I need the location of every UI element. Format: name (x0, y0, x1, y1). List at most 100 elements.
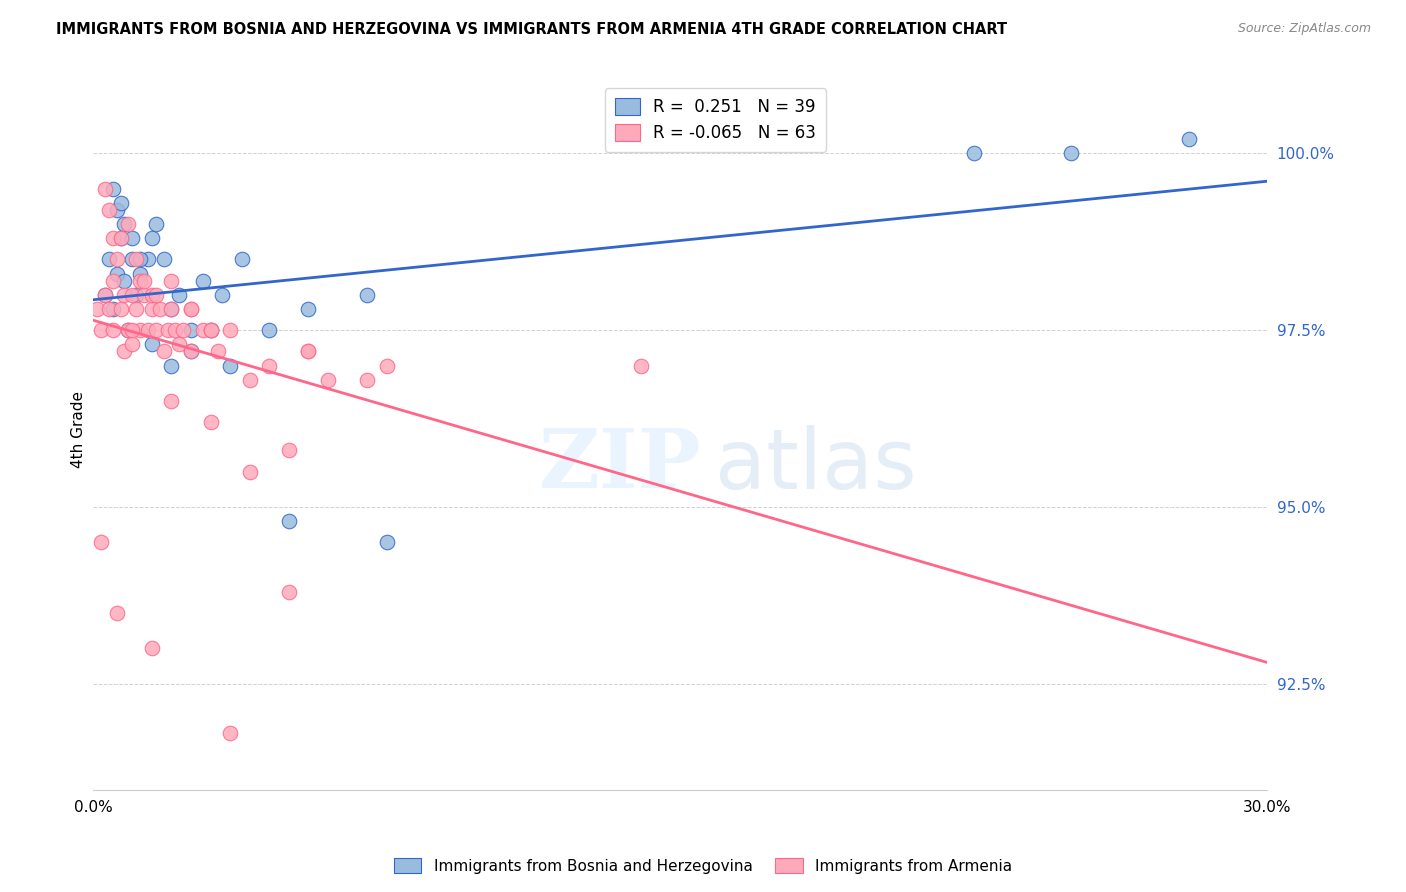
Point (259, 323, 281, 337)
Point (125, 288, 148, 302)
Point (375, 535, 398, 549)
Point (90, 323, 112, 337)
Point (191, 274, 214, 288)
Point (121, 323, 143, 337)
Point (101, 323, 124, 337)
Point (152, 344, 174, 359)
Point (129, 267, 152, 281)
Point (141, 337, 163, 351)
Point (141, 231, 163, 245)
Point (105, 606, 128, 620)
Y-axis label: 4th Grade: 4th Grade (72, 391, 86, 467)
Point (132, 288, 155, 302)
Point (152, 252, 174, 267)
Text: Source: ZipAtlas.com: Source: ZipAtlas.com (1237, 22, 1371, 36)
Point (316, 373, 339, 387)
Point (630, 359, 652, 373)
Point (121, 288, 143, 302)
Point (165, 323, 187, 337)
Point (169, 337, 191, 351)
Point (101, 231, 124, 245)
Point (94, 288, 117, 302)
Point (200, 415, 222, 429)
Point (90, 535, 112, 549)
Point (97, 202, 120, 217)
Point (277, 443, 299, 458)
Point (259, 359, 281, 373)
Point (277, 584, 299, 599)
Point (94, 288, 117, 302)
Point (86, 301, 108, 316)
Point (1060, 146, 1083, 161)
Point (141, 301, 163, 316)
Point (160, 393, 183, 408)
Point (200, 323, 222, 337)
Text: IMMIGRANTS FROM BOSNIA AND HERZEGOVINA VS IMMIGRANTS FROM ARMENIA 4TH GRADE CORR: IMMIGRANTS FROM BOSNIA AND HERZEGOVINA V… (56, 22, 1007, 37)
Point (101, 274, 124, 288)
Point (145, 323, 167, 337)
Point (219, 323, 242, 337)
Point (277, 514, 299, 528)
Legend: R =  0.251   N = 39, R = -0.065   N = 63: R = 0.251 N = 39, R = -0.065 N = 63 (605, 87, 825, 153)
Point (125, 301, 148, 316)
Point (110, 195, 132, 210)
Text: ZIP: ZIP (540, 425, 702, 505)
Point (172, 323, 194, 337)
Point (129, 274, 152, 288)
Point (110, 301, 132, 316)
Point (200, 323, 222, 337)
Point (180, 344, 202, 359)
Point (219, 726, 242, 740)
Point (136, 252, 159, 267)
Point (114, 288, 136, 302)
Point (145, 217, 167, 231)
Point (132, 274, 155, 288)
Point (180, 301, 202, 316)
Point (191, 323, 214, 337)
Point (180, 323, 202, 337)
Point (962, 146, 984, 161)
Point (207, 344, 229, 359)
Point (105, 267, 128, 281)
Point (117, 323, 139, 337)
Point (141, 641, 163, 656)
Point (105, 252, 128, 267)
Point (375, 359, 398, 373)
Point (1178, 132, 1201, 146)
Point (297, 344, 319, 359)
Point (136, 323, 159, 337)
Point (141, 288, 163, 302)
Point (231, 252, 253, 267)
Point (180, 344, 202, 359)
Point (239, 373, 262, 387)
Point (101, 301, 124, 316)
Point (160, 301, 183, 316)
Point (219, 359, 242, 373)
Point (114, 217, 136, 231)
Point (101, 182, 124, 196)
Point (110, 231, 132, 245)
Point (125, 252, 148, 267)
Point (129, 252, 152, 267)
Point (211, 288, 233, 302)
Point (121, 231, 143, 245)
Point (160, 274, 183, 288)
Point (94, 182, 117, 196)
Point (156, 323, 179, 337)
Point (356, 373, 378, 387)
Point (149, 301, 172, 316)
Legend: Immigrants from Bosnia and Herzegovina, Immigrants from Armenia: Immigrants from Bosnia and Herzegovina, … (388, 852, 1018, 880)
Point (180, 301, 202, 316)
Point (105, 202, 128, 217)
Point (110, 231, 132, 245)
Point (97, 252, 120, 267)
Point (145, 288, 167, 302)
Point (114, 344, 136, 359)
Point (121, 252, 143, 267)
Point (169, 288, 191, 302)
Point (356, 288, 378, 302)
Point (97, 301, 120, 316)
Point (117, 323, 139, 337)
Point (297, 344, 319, 359)
Point (160, 301, 183, 316)
